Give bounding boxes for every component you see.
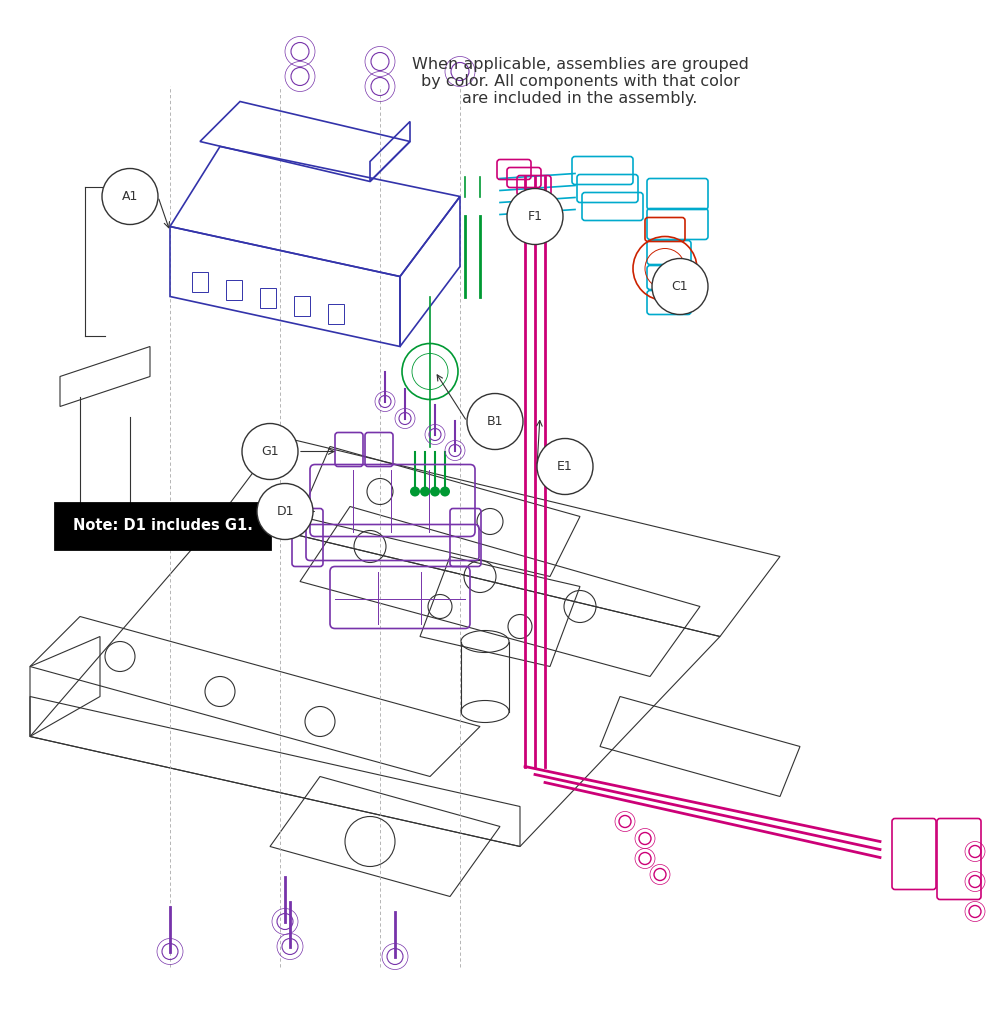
Text: When applicable, assemblies are grouped
by color. All components with that color: When applicable, assemblies are grouped … (412, 57, 748, 106)
Circle shape (420, 487, 430, 497)
Circle shape (430, 487, 440, 497)
Text: F1: F1 (528, 210, 542, 223)
Bar (328, 304, 344, 323)
Circle shape (537, 438, 593, 495)
Text: D1: D1 (276, 505, 294, 518)
Text: A1: A1 (122, 190, 138, 204)
Circle shape (652, 258, 708, 314)
Circle shape (467, 394, 523, 449)
Circle shape (242, 424, 298, 479)
Bar (260, 287, 276, 308)
Text: G1: G1 (261, 445, 279, 458)
Circle shape (257, 483, 313, 539)
Circle shape (507, 188, 563, 245)
Bar (192, 272, 208, 291)
Text: E1: E1 (557, 460, 573, 473)
Text: B1: B1 (487, 415, 503, 428)
Bar (55, 502, 270, 549)
Circle shape (440, 487, 450, 497)
Bar (226, 280, 242, 300)
Text: Note: D1 includes G1.: Note: D1 includes G1. (73, 518, 253, 533)
Bar (294, 295, 310, 315)
Circle shape (410, 487, 420, 497)
Text: C1: C1 (672, 280, 688, 293)
Circle shape (102, 168, 158, 224)
